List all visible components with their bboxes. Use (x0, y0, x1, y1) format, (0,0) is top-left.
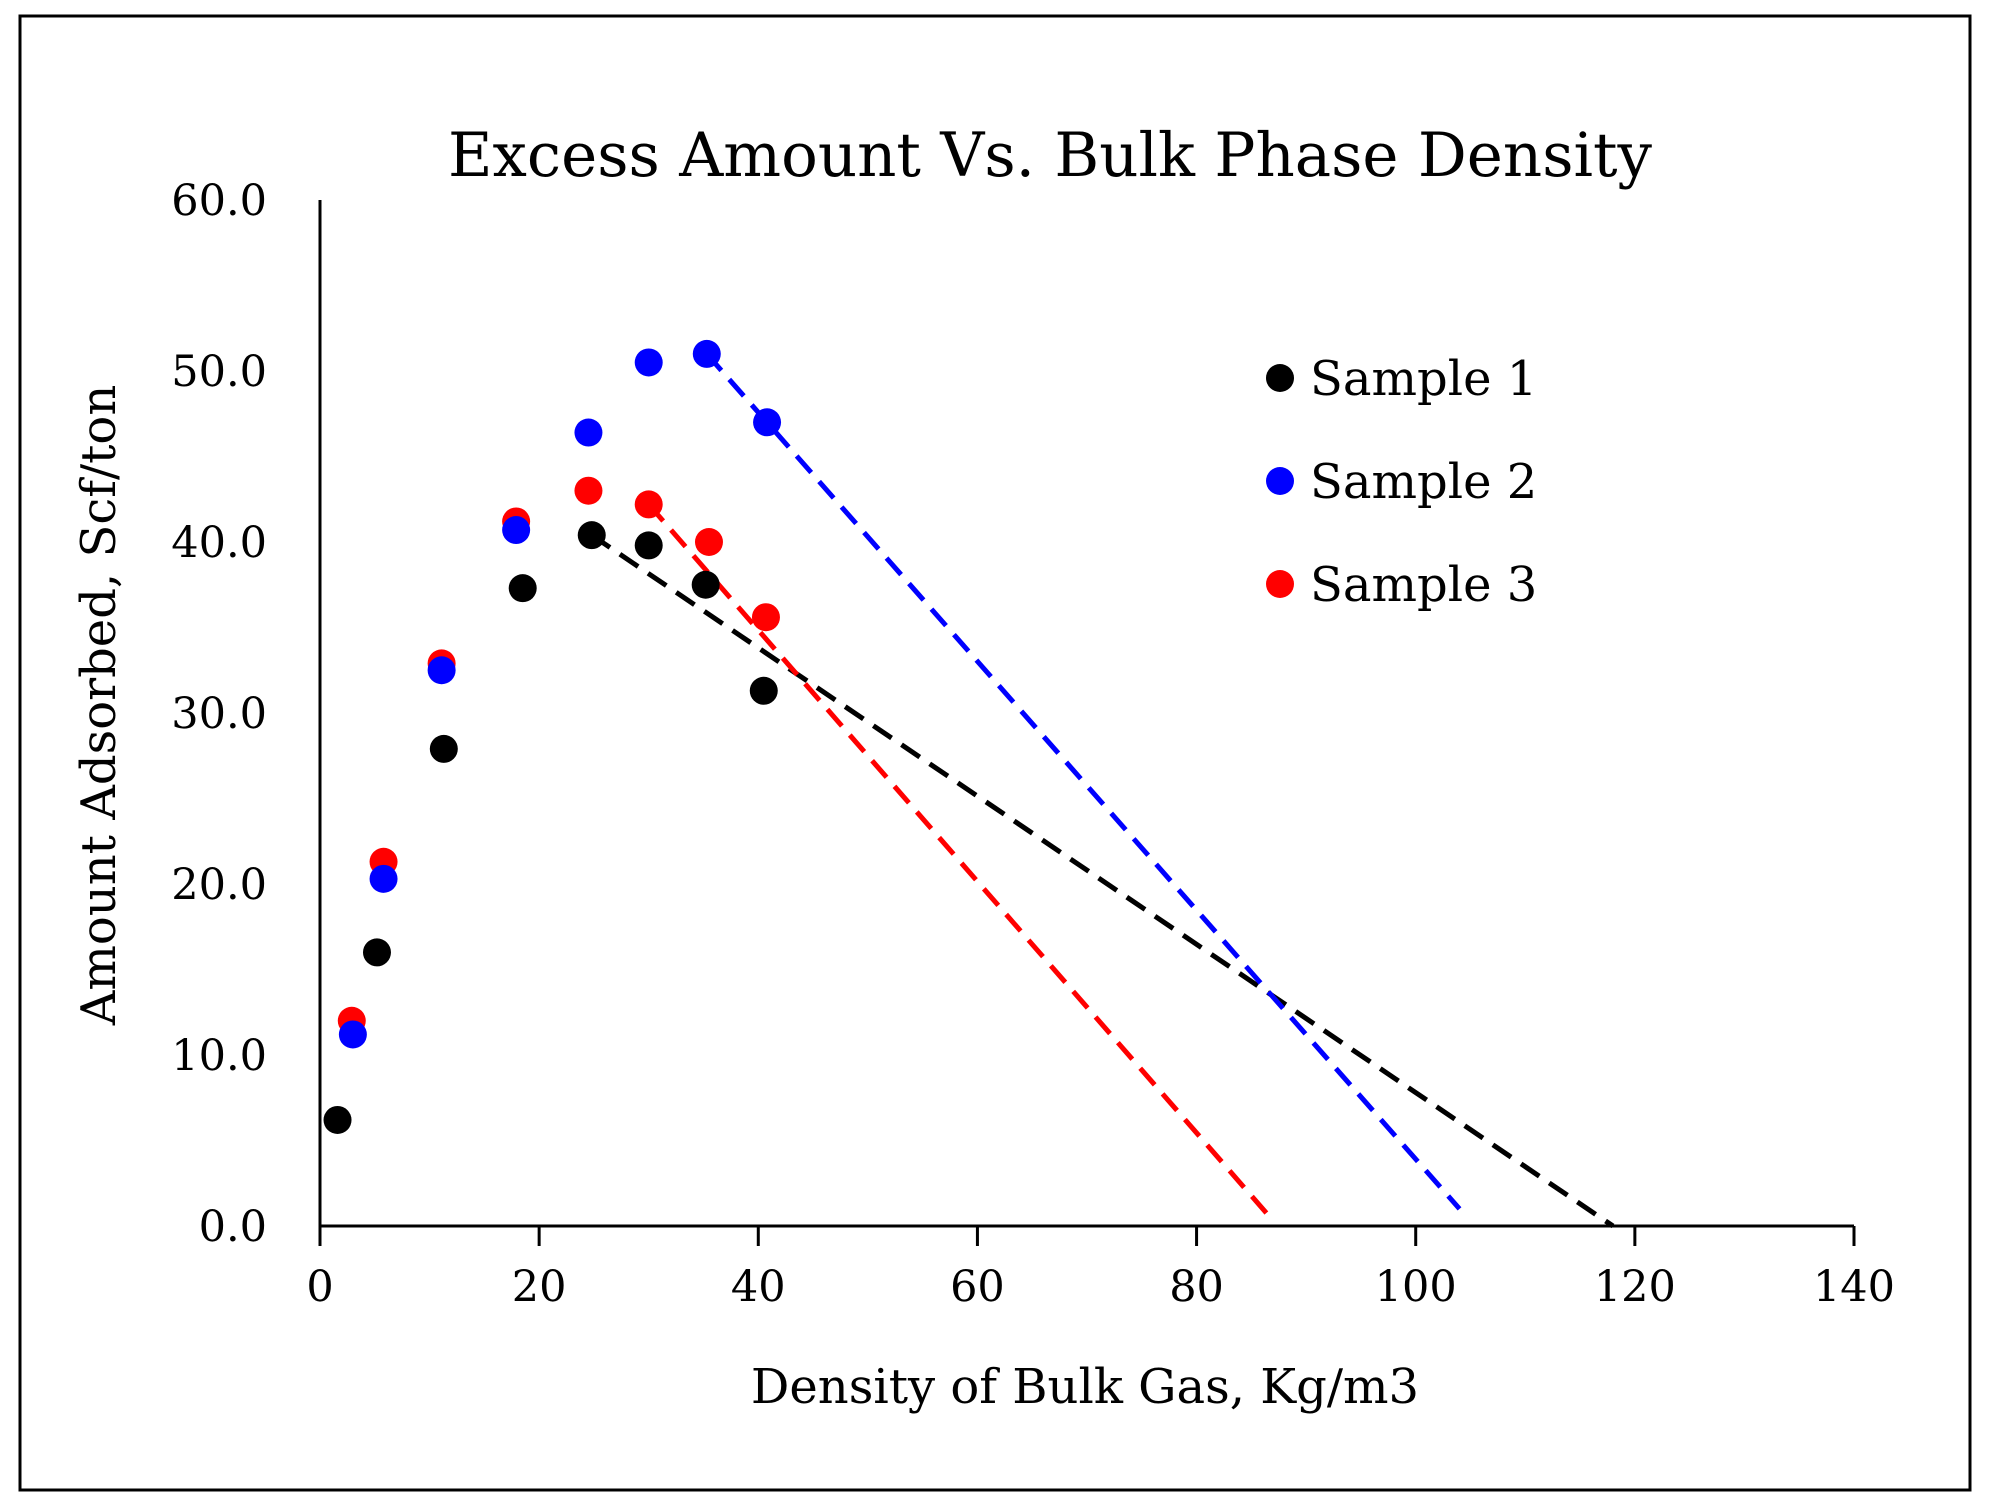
y-tick-label: 60.0 (171, 176, 267, 226)
data-point-series-1 (429, 734, 458, 763)
data-point-series-1 (634, 531, 663, 560)
data-point-series-1 (508, 574, 537, 603)
data-point-series-1 (749, 676, 778, 705)
data-point-series-2 (338, 1020, 367, 1049)
y-tick-label: 10.0 (171, 1031, 267, 1081)
data-points (323, 339, 782, 1134)
legend-marker-series-2 (1266, 467, 1294, 495)
data-point-series-1 (362, 938, 391, 967)
x-tick-label: 120 (1594, 1262, 1676, 1312)
trendline-series-3 (646, 502, 1276, 1223)
data-point-series-3 (634, 490, 663, 519)
x-tick-label: 140 (1813, 1262, 1895, 1312)
data-point-series-3 (694, 528, 723, 556)
data-point-series-2 (574, 418, 603, 447)
data-point-series-2 (369, 864, 398, 893)
data-point-series-2 (427, 656, 456, 685)
chart-frame (18, 14, 1972, 1492)
x-axis-title: Density of Bulk Gas, Kg/m3 (751, 1359, 1419, 1415)
data-point-series-2 (692, 339, 721, 368)
legend-marker-series-3 (1266, 570, 1294, 598)
y-tick-label: 20.0 (171, 860, 267, 910)
data-point-series-2 (502, 516, 531, 545)
y-tick-label: 0.0 (199, 1202, 267, 1252)
data-point-series-3 (574, 476, 603, 505)
chart-title: Excess Amount Vs. Bulk Phase Density (448, 120, 1653, 191)
data-point-series-2 (634, 348, 663, 377)
x-tick-label: 100 (1375, 1262, 1457, 1312)
trendline-series-1 (590, 533, 1615, 1229)
legend-marker-series-1 (1266, 364, 1294, 392)
data-point-series-2 (753, 408, 782, 437)
y-tick-label: 40.0 (171, 518, 267, 568)
trendline-series-2 (704, 352, 1462, 1211)
legend: Sample 1 Sample 2 Sample 3 (1266, 351, 1537, 613)
legend-label-series-1: Sample 1 (1310, 351, 1537, 407)
y-tick-label: 50.0 (171, 347, 267, 397)
legend-label-series-2: Sample 2 (1310, 454, 1537, 510)
x-tick-label: 0 (306, 1262, 333, 1312)
x-tick-label: 20 (512, 1262, 567, 1312)
legend-label-series-3: Sample 3 (1310, 557, 1537, 613)
x-tick-label: 80 (1169, 1262, 1224, 1312)
data-point-series-1 (691, 570, 720, 599)
y-axis-title: Amount Adsorbed, Scf/ton (71, 385, 127, 1027)
trendlines (590, 352, 1615, 1229)
data-point-series-3 (751, 603, 780, 632)
axes: 0 20 40 60 80 100 120 140 0.0 10.0 20.0 30.0 40.0 50.… (171, 176, 1895, 1312)
y-tick-label: 30.0 (171, 689, 267, 739)
data-point-series-1 (577, 521, 606, 550)
data-point-series-1 (323, 1105, 352, 1134)
x-tick-label: 40 (731, 1262, 786, 1312)
x-tick-label: 60 (950, 1262, 1005, 1312)
